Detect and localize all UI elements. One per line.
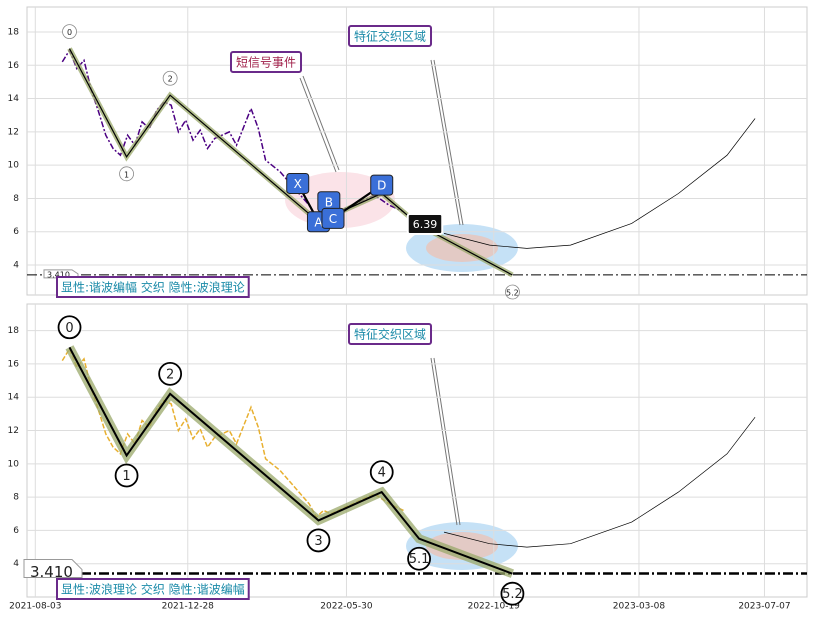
wave-point-circle <box>119 166 134 182</box>
harmonic-badge <box>370 174 394 196</box>
price-line <box>61 48 404 220</box>
harmonic-label: C <box>329 212 337 226</box>
legend-text: 显性:波浪理论 交织 隐性:谐波编幅 <box>61 582 245 597</box>
annotation-box <box>229 51 303 73</box>
harmonic-label: A <box>314 215 323 229</box>
y-tick-label: 6 <box>13 227 19 237</box>
y-tick-label: 18 <box>8 326 20 336</box>
wave-point-label: 1 <box>122 469 130 484</box>
wave-point-circle <box>505 284 520 300</box>
wave-point-label: 2 <box>166 367 174 382</box>
wave-point-circle <box>114 463 139 488</box>
wave-point-label: 2 <box>168 75 173 84</box>
wave-point-circle <box>407 546 431 571</box>
harmonic-badge <box>321 207 345 229</box>
annotation-box <box>347 323 433 345</box>
harmonic-label: D <box>377 179 386 193</box>
wave-point-label: 1 <box>124 170 129 179</box>
x-tick-label: 2021-12-28 <box>162 602 215 612</box>
threshold-label: 3.410 <box>30 563 73 581</box>
wave-point-circle <box>57 315 82 340</box>
wave-point-circle <box>500 581 525 606</box>
y-tick-label: 18 <box>8 27 20 37</box>
annotation: 6.39 <box>413 218 438 231</box>
y-tick-label: 16 <box>8 359 20 369</box>
wave-point-label: 5.2 <box>502 587 523 602</box>
y-tick-label: 4 <box>13 559 19 569</box>
y-tick-label: 8 <box>13 493 19 503</box>
threshold-label: 3.410 <box>47 270 70 279</box>
wave-point-circle <box>158 361 183 386</box>
y-tick-label: 16 <box>8 61 20 71</box>
wave-point-label: 5.2 <box>506 289 519 298</box>
wave-point-label: 0 <box>67 28 72 37</box>
y-tick-label: 4 <box>13 261 19 271</box>
projection-curve <box>443 118 756 249</box>
y-tick-label: 12 <box>8 127 19 137</box>
annotation: 特征交织区域 <box>354 327 426 342</box>
annotation: 短信号事件 <box>236 56 296 70</box>
arrow <box>430 59 464 226</box>
threshold-tag <box>23 559 83 579</box>
y-tick-label: 14 <box>8 94 20 104</box>
wave-point-label: 5.1 <box>409 552 430 567</box>
wave-point-circle <box>369 460 394 485</box>
y-tick-label: 10 <box>8 459 20 469</box>
wave-point-circle <box>162 70 178 86</box>
legend-box <box>56 276 250 298</box>
wave-point-label: 0 <box>65 321 73 336</box>
x-tick-label: 2021-08-03 <box>9 602 61 612</box>
legend-box <box>56 578 250 600</box>
threshold-tag <box>43 269 79 279</box>
marks: 46810121416183.4100125.2XABCD短信号事件特征交织区域… <box>8 7 807 612</box>
wave-point-label: 3 <box>314 534 322 549</box>
wave-point-circle <box>62 24 77 40</box>
harmonic-label: X <box>294 177 302 191</box>
arrow <box>299 75 340 173</box>
harmonic-label: B <box>325 195 333 209</box>
annotation-box <box>347 25 433 47</box>
y-tick-label: 6 <box>13 526 19 536</box>
projection-curve <box>443 416 756 548</box>
y-tick-label: 14 <box>8 393 20 403</box>
price-line <box>61 347 404 519</box>
wave-line <box>68 346 513 575</box>
x-tick-label: 2023-07-07 <box>738 602 790 612</box>
y-tick-label: 12 <box>8 426 19 436</box>
x-tick-label: 2023-03-08 <box>613 602 666 612</box>
y-tick-label: 10 <box>8 161 20 171</box>
wave-point-circle <box>306 528 331 553</box>
harmonic-badge <box>286 172 310 194</box>
y-tick-label: 8 <box>13 194 19 204</box>
x-tick-label: 2022-05-30 <box>320 602 373 612</box>
x-tick-label: 2022-10-19 <box>468 602 521 612</box>
zone <box>426 532 498 560</box>
annotation-box <box>406 213 444 235</box>
wave-point-label: 4 <box>378 466 386 481</box>
legend-text: 显性:谐波编幅 交织 隐性:波浪理论 <box>61 280 245 295</box>
annotation: 特征交织区域 <box>354 29 426 44</box>
